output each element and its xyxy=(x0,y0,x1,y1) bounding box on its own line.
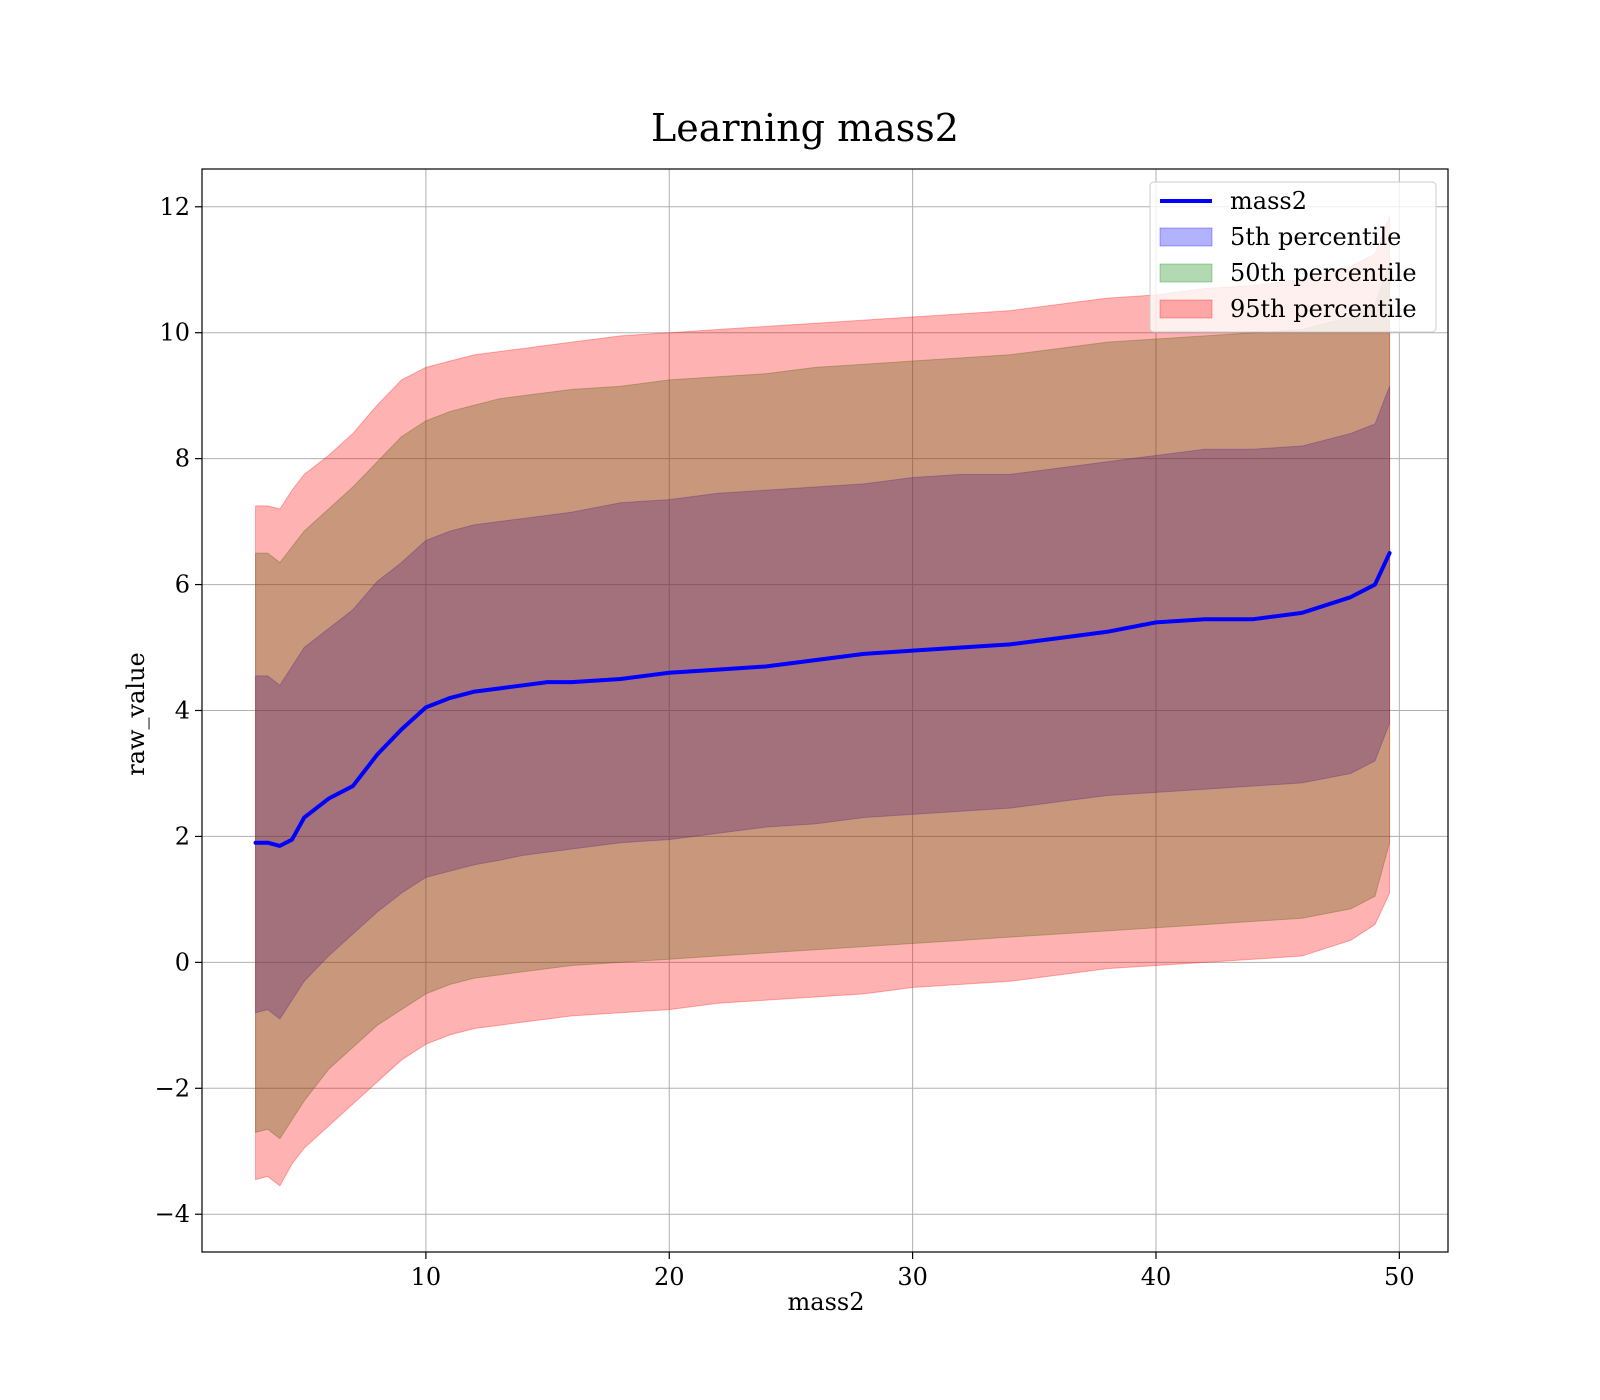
y-tick-label: 6 xyxy=(175,571,190,599)
legend-label: 95th percentile xyxy=(1230,295,1417,323)
legend-swatch-band xyxy=(1159,263,1213,283)
y-tick-label: 12 xyxy=(159,193,190,221)
x-tick-label: 50 xyxy=(1384,1263,1415,1291)
grid xyxy=(202,169,1448,1252)
x-tick-label: 40 xyxy=(1141,1263,1172,1291)
y-tick-label: −2 xyxy=(155,1074,190,1102)
x-tick-label: 30 xyxy=(897,1263,928,1291)
y-tick-label: 0 xyxy=(175,948,190,976)
legend-label: 5th percentile xyxy=(1230,223,1401,251)
legend-label: mass2 xyxy=(1230,187,1307,215)
legend-box xyxy=(1149,181,1437,333)
legend: mass2 5th percentile 50th percentile 95th p… xyxy=(1149,181,1437,333)
legend-swatch-band xyxy=(1159,299,1213,319)
y-tick-label: 2 xyxy=(175,822,190,850)
x-tick-label: 10 xyxy=(411,1263,442,1291)
band-95th-percentile xyxy=(255,216,1391,1187)
line-mass2 xyxy=(253,551,1392,848)
legend-label: 50th percentile xyxy=(1230,259,1417,287)
y-axis: −4 −2 0 2 4 6 8 10 12 xyxy=(155,193,202,1228)
data-lines xyxy=(253,551,1392,848)
y-tick-label: 8 xyxy=(175,445,190,473)
y-tick-label: 10 xyxy=(159,319,190,347)
y-tick-label: 4 xyxy=(175,697,190,725)
y-axis-label: raw_value xyxy=(122,652,150,776)
x-tick-label: 20 xyxy=(654,1263,685,1291)
x-axis: 10 20 30 40 50 xyxy=(411,1252,1415,1291)
band-5th-percentile xyxy=(255,386,1391,1020)
chart-title: Learning mass2 xyxy=(651,106,959,150)
y-tick-label: −4 xyxy=(155,1200,190,1228)
band-50th-percentile xyxy=(255,263,1391,1140)
legend-swatch-band xyxy=(1159,227,1213,247)
percentile-bands xyxy=(255,216,1391,1187)
x-axis-label: mass2 xyxy=(788,1288,865,1316)
